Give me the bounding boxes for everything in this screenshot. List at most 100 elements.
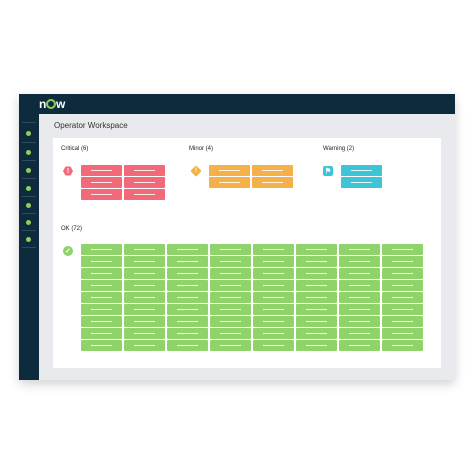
ok-alert-tile[interactable] <box>296 316 337 327</box>
ok-alert-tile[interactable] <box>124 256 165 267</box>
ok-alert-tile[interactable] <box>124 328 165 339</box>
ok-alert-tile[interactable] <box>296 328 337 339</box>
ok-alert-tile[interactable] <box>167 328 208 339</box>
critical-alert-tile[interactable] <box>81 177 122 188</box>
nav-divider <box>22 160 36 161</box>
ok-alert-tile[interactable] <box>253 244 294 255</box>
ok-alert-tile[interactable] <box>81 256 122 267</box>
ok-alert-tile[interactable] <box>210 280 251 291</box>
nav-item-1-icon[interactable] <box>26 131 31 136</box>
ok-alert-tile[interactable] <box>339 268 380 279</box>
minor-alert-tile[interactable] <box>209 177 250 188</box>
ok-alert-tile[interactable] <box>81 244 122 255</box>
minor-alert-tile[interactable] <box>252 165 293 176</box>
ok-alert-tile[interactable] <box>382 280 423 291</box>
ok-alert-tile[interactable] <box>253 316 294 327</box>
ok-alert-tile[interactable] <box>296 304 337 315</box>
ok-alert-tile[interactable] <box>253 292 294 303</box>
nav-item-7-icon[interactable] <box>26 237 31 242</box>
ok-alert-tile[interactable] <box>210 340 251 351</box>
ok-alert-tile[interactable] <box>124 304 165 315</box>
ok-alert-tile[interactable] <box>167 340 208 351</box>
ok-alert-tile[interactable] <box>253 268 294 279</box>
ok-alert-tile[interactable] <box>339 292 380 303</box>
ok-alert-tile[interactable] <box>296 268 337 279</box>
ok-alert-tile[interactable] <box>382 304 423 315</box>
ok-alert-tile[interactable] <box>296 292 337 303</box>
ok-alert-tile[interactable] <box>253 328 294 339</box>
ok-alert-tile[interactable] <box>382 268 423 279</box>
ok-alert-tile[interactable] <box>81 292 122 303</box>
ok-alert-tile[interactable] <box>210 304 251 315</box>
ok-alert-tile[interactable] <box>167 256 208 267</box>
ok-alert-tile[interactable] <box>382 292 423 303</box>
ok-alert-tile[interactable] <box>210 316 251 327</box>
nav-item-3-icon[interactable] <box>26 168 31 173</box>
critical-alert-tile[interactable] <box>124 165 165 176</box>
ok-alert-tile[interactable] <box>167 244 208 255</box>
ok-alert-tile[interactable] <box>81 280 122 291</box>
ok-alert-tile[interactable] <box>167 280 208 291</box>
critical-alert-tile[interactable] <box>124 189 165 200</box>
ok-alert-tile[interactable] <box>339 244 380 255</box>
critical-alert-tile[interactable] <box>81 189 122 200</box>
nav-divider <box>22 247 36 248</box>
ok-alert-tile[interactable] <box>296 280 337 291</box>
ok-alert-tile[interactable] <box>81 328 122 339</box>
ok-alert-tile[interactable] <box>339 316 380 327</box>
ok-alert-tile[interactable] <box>81 304 122 315</box>
ok-alert-tile[interactable] <box>382 340 423 351</box>
ok-alert-tile[interactable] <box>210 256 251 267</box>
warning-alert-tile[interactable] <box>341 165 382 176</box>
minor-alert-tile[interactable] <box>209 165 250 176</box>
ok-alert-tile[interactable] <box>167 304 208 315</box>
ok-alert-tile[interactable] <box>167 292 208 303</box>
warning-group-label: Warning (2) <box>323 146 355 152</box>
ok-alert-tile[interactable] <box>296 256 337 267</box>
ok-alert-tile[interactable] <box>81 268 122 279</box>
ok-alert-tile[interactable] <box>167 268 208 279</box>
ok-alert-tile[interactable] <box>124 292 165 303</box>
ok-alert-tile[interactable] <box>296 244 337 255</box>
ok-alert-tile[interactable] <box>253 256 294 267</box>
ok-alert-tile[interactable] <box>339 256 380 267</box>
ok-alert-tile[interactable] <box>124 244 165 255</box>
ok-alert-tile[interactable] <box>124 268 165 279</box>
ok-alert-tile[interactable] <box>382 256 423 267</box>
ok-alert-tile[interactable] <box>124 340 165 351</box>
ok-alert-tile[interactable] <box>124 316 165 327</box>
critical-hexagon-icon: ! <box>63 166 73 176</box>
ok-alert-tile[interactable] <box>296 340 337 351</box>
ok-alert-tile[interactable] <box>382 316 423 327</box>
ok-alert-tile[interactable] <box>210 268 251 279</box>
nav-divider <box>22 196 36 197</box>
ok-alert-tile[interactable] <box>167 316 208 327</box>
ok-alert-tile[interactable] <box>210 328 251 339</box>
ok-alert-tile[interactable] <box>382 244 423 255</box>
critical-alert-tile[interactable] <box>81 165 122 176</box>
ok-alert-tile[interactable] <box>339 304 380 315</box>
ok-alert-tile[interactable] <box>81 340 122 351</box>
nav-item-4-icon[interactable] <box>26 186 31 191</box>
minor-alert-tile[interactable] <box>252 177 293 188</box>
ok-alert-tile[interactable] <box>339 340 380 351</box>
ok-alert-tile[interactable] <box>253 304 294 315</box>
warning-alert-tile[interactable] <box>341 177 382 188</box>
ok-alert-tile[interactable] <box>81 316 122 327</box>
ok-alert-tile[interactable] <box>382 328 423 339</box>
ok-alert-tile[interactable] <box>210 292 251 303</box>
nav-item-5-icon[interactable] <box>26 203 31 208</box>
ok-alert-tile[interactable] <box>124 280 165 291</box>
critical-alert-tile[interactable] <box>124 177 165 188</box>
critical-group-label: Critical (6) <box>61 146 89 152</box>
ok-alert-tile[interactable] <box>339 280 380 291</box>
ok-alert-tile[interactable] <box>253 340 294 351</box>
minor-diamond-icon: ! <box>190 165 202 177</box>
nav-item-2-icon[interactable] <box>26 150 31 155</box>
ok-alert-tile[interactable] <box>253 280 294 291</box>
warning-flag-icon: ⚑ <box>323 166 333 176</box>
ok-alert-tile[interactable] <box>210 244 251 255</box>
nav-item-6-icon[interactable] <box>26 220 31 225</box>
ok-alert-tile[interactable] <box>339 328 380 339</box>
